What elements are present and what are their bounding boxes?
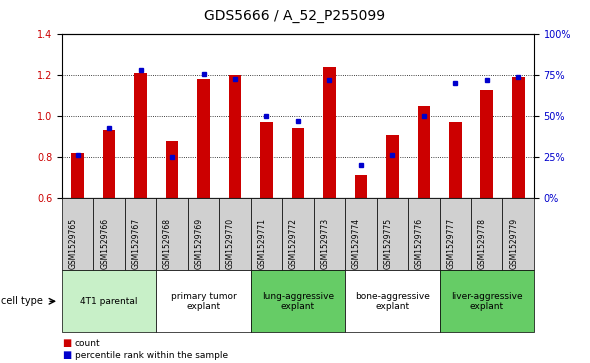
Bar [135, 73, 147, 198]
Text: GSM1529771: GSM1529771 [257, 218, 267, 269]
Text: GSM1529766: GSM1529766 [100, 217, 109, 269]
Bar [291, 129, 304, 198]
Bar [197, 79, 210, 198]
Text: cell type: cell type [1, 296, 43, 306]
Bar [103, 130, 116, 198]
Text: GSM1529765: GSM1529765 [68, 217, 78, 269]
Text: GSM1529775: GSM1529775 [384, 217, 392, 269]
Text: GSM1529767: GSM1529767 [132, 217, 140, 269]
Bar [449, 122, 461, 198]
Text: GSM1529770: GSM1529770 [226, 217, 235, 269]
Bar [323, 67, 336, 198]
Bar [355, 175, 367, 198]
Text: GSM1529776: GSM1529776 [415, 217, 424, 269]
Text: GSM1529774: GSM1529774 [352, 217, 361, 269]
Text: GSM1529773: GSM1529773 [320, 217, 329, 269]
Bar [229, 75, 241, 198]
Text: GSM1529778: GSM1529778 [478, 218, 487, 269]
Text: 4T1 parental: 4T1 parental [80, 297, 138, 306]
Bar [480, 90, 493, 198]
Text: GSM1529779: GSM1529779 [509, 217, 518, 269]
Text: lung-aggressive
explant: lung-aggressive explant [262, 291, 334, 311]
Bar [386, 135, 399, 198]
Text: GSM1529768: GSM1529768 [163, 218, 172, 269]
Bar [418, 106, 430, 198]
Bar [166, 140, 178, 198]
Text: count: count [75, 339, 100, 347]
Text: GSM1529772: GSM1529772 [289, 218, 298, 269]
Text: ■: ■ [62, 338, 71, 348]
Text: percentile rank within the sample: percentile rank within the sample [75, 351, 228, 359]
Text: GSM1529777: GSM1529777 [446, 217, 455, 269]
Text: primary tumor
explant: primary tumor explant [171, 291, 237, 311]
Text: liver-aggressive
explant: liver-aggressive explant [451, 291, 523, 311]
Text: bone-aggressive
explant: bone-aggressive explant [355, 291, 430, 311]
Bar [260, 122, 273, 198]
Text: GDS5666 / A_52_P255099: GDS5666 / A_52_P255099 [205, 9, 385, 23]
Bar [71, 153, 84, 198]
Text: ■: ■ [62, 350, 71, 360]
Bar [512, 77, 525, 198]
Text: GSM1529769: GSM1529769 [195, 217, 204, 269]
